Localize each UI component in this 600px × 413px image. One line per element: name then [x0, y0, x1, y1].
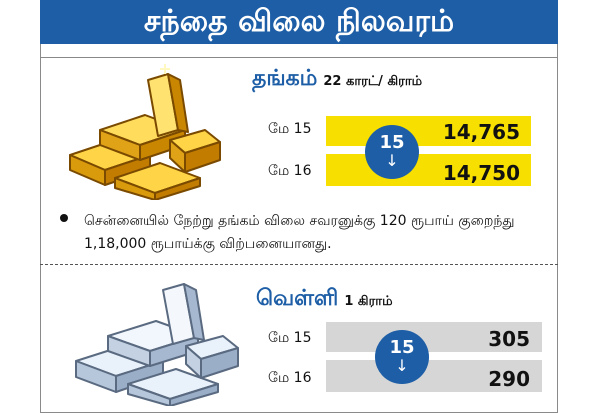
gold-name: தங்கம் [252, 66, 318, 91]
silver-bar-gap [326, 352, 542, 360]
silver-unit: 1 கிராம் [344, 294, 393, 309]
down-arrow-icon: ↓ [395, 356, 409, 375]
silver-date-2: மே 16 [268, 370, 312, 386]
gold-change-badge: 15 ↓ [365, 125, 419, 179]
silver-change-value: 15 [389, 337, 415, 358]
gold-bars-icon [69, 64, 221, 200]
silver-price-2: 290 [488, 367, 530, 391]
silver-name: வெள்ளி [256, 286, 339, 311]
silver-title: வெள்ளி 1 கிராம் [256, 286, 393, 314]
gold-price-2: 14,750 [442, 161, 520, 185]
gold-unit: 22 காரட்/ கிராம் [323, 74, 423, 89]
silver-change-badge: 15 ↓ [375, 330, 429, 384]
gold-note: சென்னையில் நேற்று தங்கம் விலை சவரனுக்கு … [84, 213, 515, 252]
silver-date-1: மே 15 [268, 330, 312, 346]
gold-title: தங்கம் 22 காரட்/ கிராம் [252, 66, 422, 94]
down-arrow-icon: ↓ [385, 151, 399, 170]
gold-price-1: 14,765 [442, 120, 520, 144]
gold-date-2: மே 16 [268, 163, 312, 179]
header-divider [40, 57, 558, 58]
gold-date-1: மே 15 [268, 121, 312, 137]
page-title: சந்தை விலை நிலவரம் [40, 0, 558, 44]
note-bullet [60, 214, 68, 222]
section-divider [40, 264, 558, 265]
silver-price-1: 305 [488, 327, 530, 351]
gold-change-value: 15 [379, 132, 405, 153]
silver-bars-icon [75, 283, 239, 406]
gold-bar-gap [326, 146, 531, 154]
